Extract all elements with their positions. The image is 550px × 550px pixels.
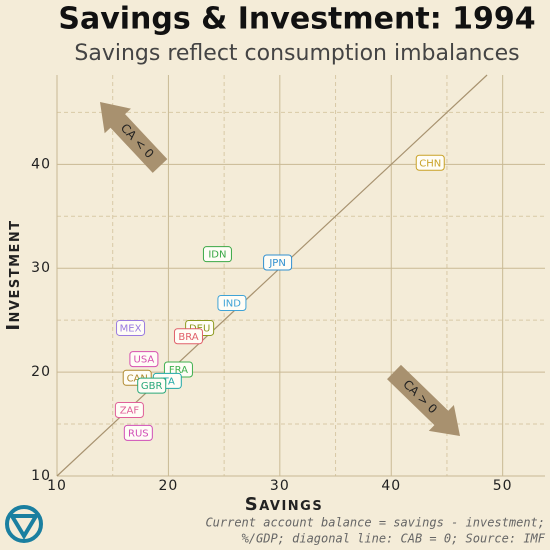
y-tick-label: 20 xyxy=(31,364,51,380)
x-tick-label: 40 xyxy=(381,478,401,494)
y-axis-label: Investment xyxy=(3,219,24,330)
point-label: GBR xyxy=(137,377,167,394)
x-tick-label: 20 xyxy=(159,478,179,494)
chart-title: Savings & Investment: 1994 xyxy=(58,2,535,37)
point-text: MEX xyxy=(120,323,142,334)
point-label: CHN xyxy=(415,154,445,171)
point-label: BRA xyxy=(173,328,203,345)
y-tick-label: 40 xyxy=(31,156,51,172)
point-text: ZAF xyxy=(120,406,140,417)
point-label: IDN xyxy=(202,246,232,263)
point-text: FRA xyxy=(169,365,188,376)
arrow-shape xyxy=(387,364,461,437)
point-text: CHN xyxy=(419,158,441,169)
point-label: IND xyxy=(217,295,247,312)
point-text: JPN xyxy=(268,258,285,269)
logo xyxy=(5,505,43,543)
point-text: IND xyxy=(223,299,241,310)
arrow-shape xyxy=(99,101,168,173)
label-box xyxy=(263,254,293,271)
point-text: GBR xyxy=(141,381,163,392)
point-text: BRA xyxy=(178,332,198,343)
annotation-arrow: CA < 0 xyxy=(99,101,168,173)
label-box xyxy=(129,351,159,368)
label-box xyxy=(137,377,167,394)
label-box xyxy=(173,328,203,345)
label-box xyxy=(114,402,144,419)
x-tick-label: 30 xyxy=(270,478,290,494)
label-box xyxy=(202,246,232,263)
caption: %/GDP; diagonal line: CAB = 0; Source: I… xyxy=(242,532,546,546)
point-label: MEX xyxy=(116,319,146,336)
x-axis-label: Savings xyxy=(245,494,323,515)
caption: Current account balance = savings - inve… xyxy=(205,516,545,530)
point-text: CAN xyxy=(127,373,148,384)
point-label: JPN xyxy=(263,254,293,271)
x-tick-label: 10 xyxy=(47,478,67,494)
label-box xyxy=(116,319,146,336)
point-label: ZAF xyxy=(114,402,144,419)
point-text: RUS xyxy=(128,428,149,439)
label-box xyxy=(415,154,445,171)
annotation-arrow: CA > 0 xyxy=(387,364,461,437)
x-tick-label: 50 xyxy=(493,478,513,494)
point-label: USA xyxy=(129,351,159,368)
y-tick-label: 30 xyxy=(31,260,51,276)
label-box xyxy=(123,424,153,441)
point-text: USA xyxy=(134,355,155,366)
label-box xyxy=(217,295,247,312)
point-text: IDN xyxy=(208,250,226,261)
y-tick-label: 10 xyxy=(31,468,51,484)
point-text: ITA xyxy=(160,376,175,387)
point-label: RUS xyxy=(123,424,153,441)
chart-subtitle: Savings reflect consumption imbalances xyxy=(74,41,519,66)
